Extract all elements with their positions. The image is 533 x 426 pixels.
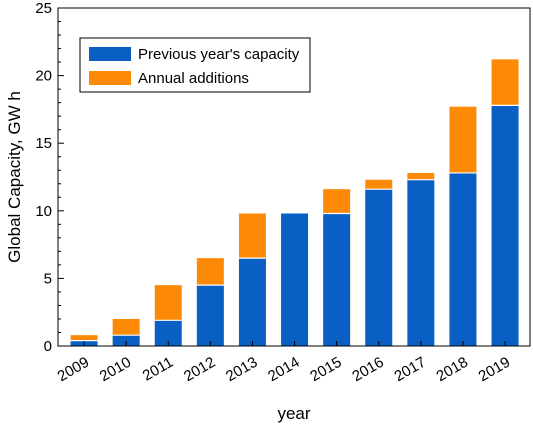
legend-swatch-annual-additions [89, 71, 131, 85]
bar-annual-additions-2012 [196, 258, 224, 286]
x-tick-label: 2010 [97, 354, 134, 385]
legend-swatch-previous-capacity [89, 47, 131, 61]
x-tick-label: 2016 [349, 354, 386, 385]
x-tick-label: 2018 [434, 354, 471, 385]
y-tick-label: 0 [44, 338, 52, 355]
y-axis-title: Global Capacity, GW h [5, 91, 24, 263]
x-tick-label: 2009 [55, 354, 92, 385]
bar-previous-capacity-2016 [365, 189, 393, 346]
x-axis-title: year [277, 404, 310, 423]
bar-annual-additions-2011 [154, 285, 182, 321]
bar-previous-capacity-2018 [449, 172, 477, 346]
x-tick-label: 2011 [140, 354, 176, 385]
bar-annual-additions-2010 [112, 318, 140, 336]
plot-frame [57, 7, 531, 347]
bar-previous-capacity-2013 [238, 258, 266, 346]
bars-layer [70, 59, 519, 346]
bar-annual-additions-2015 [323, 189, 351, 214]
y-tick-label: 25 [35, 0, 52, 17]
bar-previous-capacity-2015 [323, 213, 351, 346]
x-tick-label: 2015 [307, 354, 344, 385]
bar-annual-additions-2013 [238, 213, 266, 259]
y-tick-label: 20 [35, 68, 52, 85]
legend: Previous year's capacity Annual addition… [79, 37, 311, 93]
bar-annual-additions-2019 [491, 59, 519, 106]
y-tick-label: 15 [35, 135, 52, 152]
bar-annual-additions-2018 [449, 106, 477, 173]
bar-annual-additions-2017 [407, 172, 435, 180]
x-tick-label: 2014 [265, 354, 302, 385]
x-tick-label: 2019 [476, 354, 513, 385]
legend-label-previous-capacity: Previous year's capacity [138, 46, 300, 63]
bar-previous-capacity-2017 [407, 179, 435, 346]
y-tick-label: 5 [44, 270, 52, 287]
bar-previous-capacity-2012 [196, 285, 224, 346]
x-tick-label: 2012 [181, 354, 218, 385]
x-tick-label: 2017 [391, 354, 428, 385]
bar-annual-additions-2016 [365, 179, 393, 190]
bar-previous-capacity-2019 [491, 105, 519, 346]
x-tick-label: 2013 [223, 354, 260, 385]
bar-annual-additions-2009 [70, 335, 98, 341]
bar-previous-capacity-2014 [281, 213, 309, 346]
y-tick-label: 10 [35, 203, 52, 220]
y-axis-ticks: 0 5 10 15 20 25 [35, 0, 64, 355]
legend-label-annual-additions: Annual additions [138, 70, 249, 87]
x-axis-ticks: 2009 2010 2011 2012 2013 2014 2015 2016 2017 2018… [55, 341, 513, 385]
bar-previous-capacity-2010 [112, 335, 140, 346]
